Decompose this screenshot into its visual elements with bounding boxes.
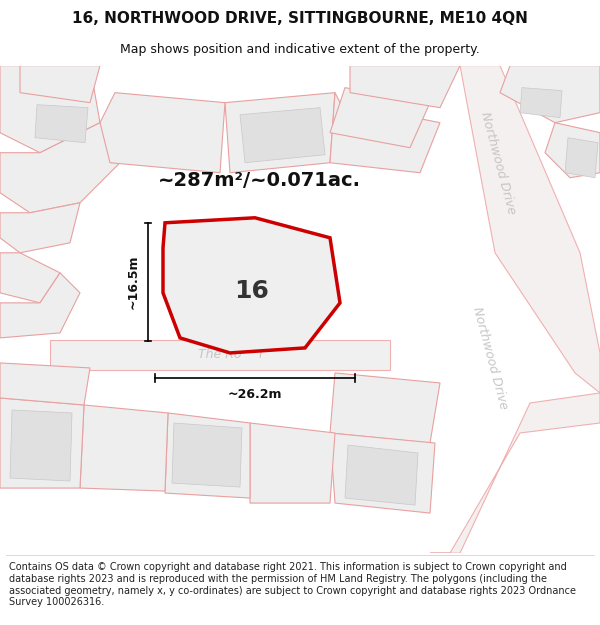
Polygon shape — [0, 253, 60, 303]
Polygon shape — [565, 138, 598, 178]
Polygon shape — [330, 92, 440, 172]
Polygon shape — [0, 398, 84, 488]
Text: ~26.2m: ~26.2m — [228, 388, 282, 401]
Polygon shape — [240, 107, 325, 162]
Polygon shape — [35, 104, 88, 142]
Polygon shape — [430, 393, 600, 553]
Polygon shape — [250, 423, 335, 503]
Polygon shape — [330, 373, 440, 443]
Bar — [50, 340, 390, 370]
Polygon shape — [520, 88, 562, 118]
Polygon shape — [330, 433, 435, 513]
Polygon shape — [545, 122, 600, 177]
Text: The Ro       l: The Ro l — [198, 348, 262, 361]
Polygon shape — [10, 410, 72, 481]
Text: Map shows position and indicative extent of the property.: Map shows position and indicative extent… — [120, 42, 480, 56]
Polygon shape — [345, 445, 418, 505]
Text: ~287m²/~0.071ac.: ~287m²/~0.071ac. — [158, 171, 361, 190]
Polygon shape — [0, 273, 80, 338]
Text: Contains OS data © Crown copyright and database right 2021. This information is : Contains OS data © Crown copyright and d… — [9, 562, 576, 608]
Polygon shape — [20, 66, 100, 102]
Text: 16, NORTHWOOD DRIVE, SITTINGBOURNE, ME10 4QN: 16, NORTHWOOD DRIVE, SITTINGBOURNE, ME10… — [72, 11, 528, 26]
Polygon shape — [165, 413, 250, 498]
Polygon shape — [0, 363, 90, 405]
Text: 16: 16 — [235, 279, 269, 303]
Text: Northwood Drive: Northwood Drive — [470, 305, 510, 411]
Polygon shape — [80, 405, 168, 491]
Polygon shape — [225, 92, 335, 172]
Polygon shape — [0, 122, 120, 212]
Polygon shape — [500, 66, 600, 122]
Polygon shape — [172, 423, 242, 487]
Polygon shape — [163, 217, 340, 353]
Polygon shape — [100, 92, 225, 172]
Polygon shape — [330, 88, 430, 148]
Polygon shape — [460, 66, 600, 393]
Polygon shape — [0, 66, 100, 152]
Polygon shape — [350, 66, 460, 108]
Text: Northwood Drive: Northwood Drive — [478, 110, 518, 216]
Text: ~16.5m: ~16.5m — [127, 254, 140, 309]
Polygon shape — [0, 202, 80, 253]
